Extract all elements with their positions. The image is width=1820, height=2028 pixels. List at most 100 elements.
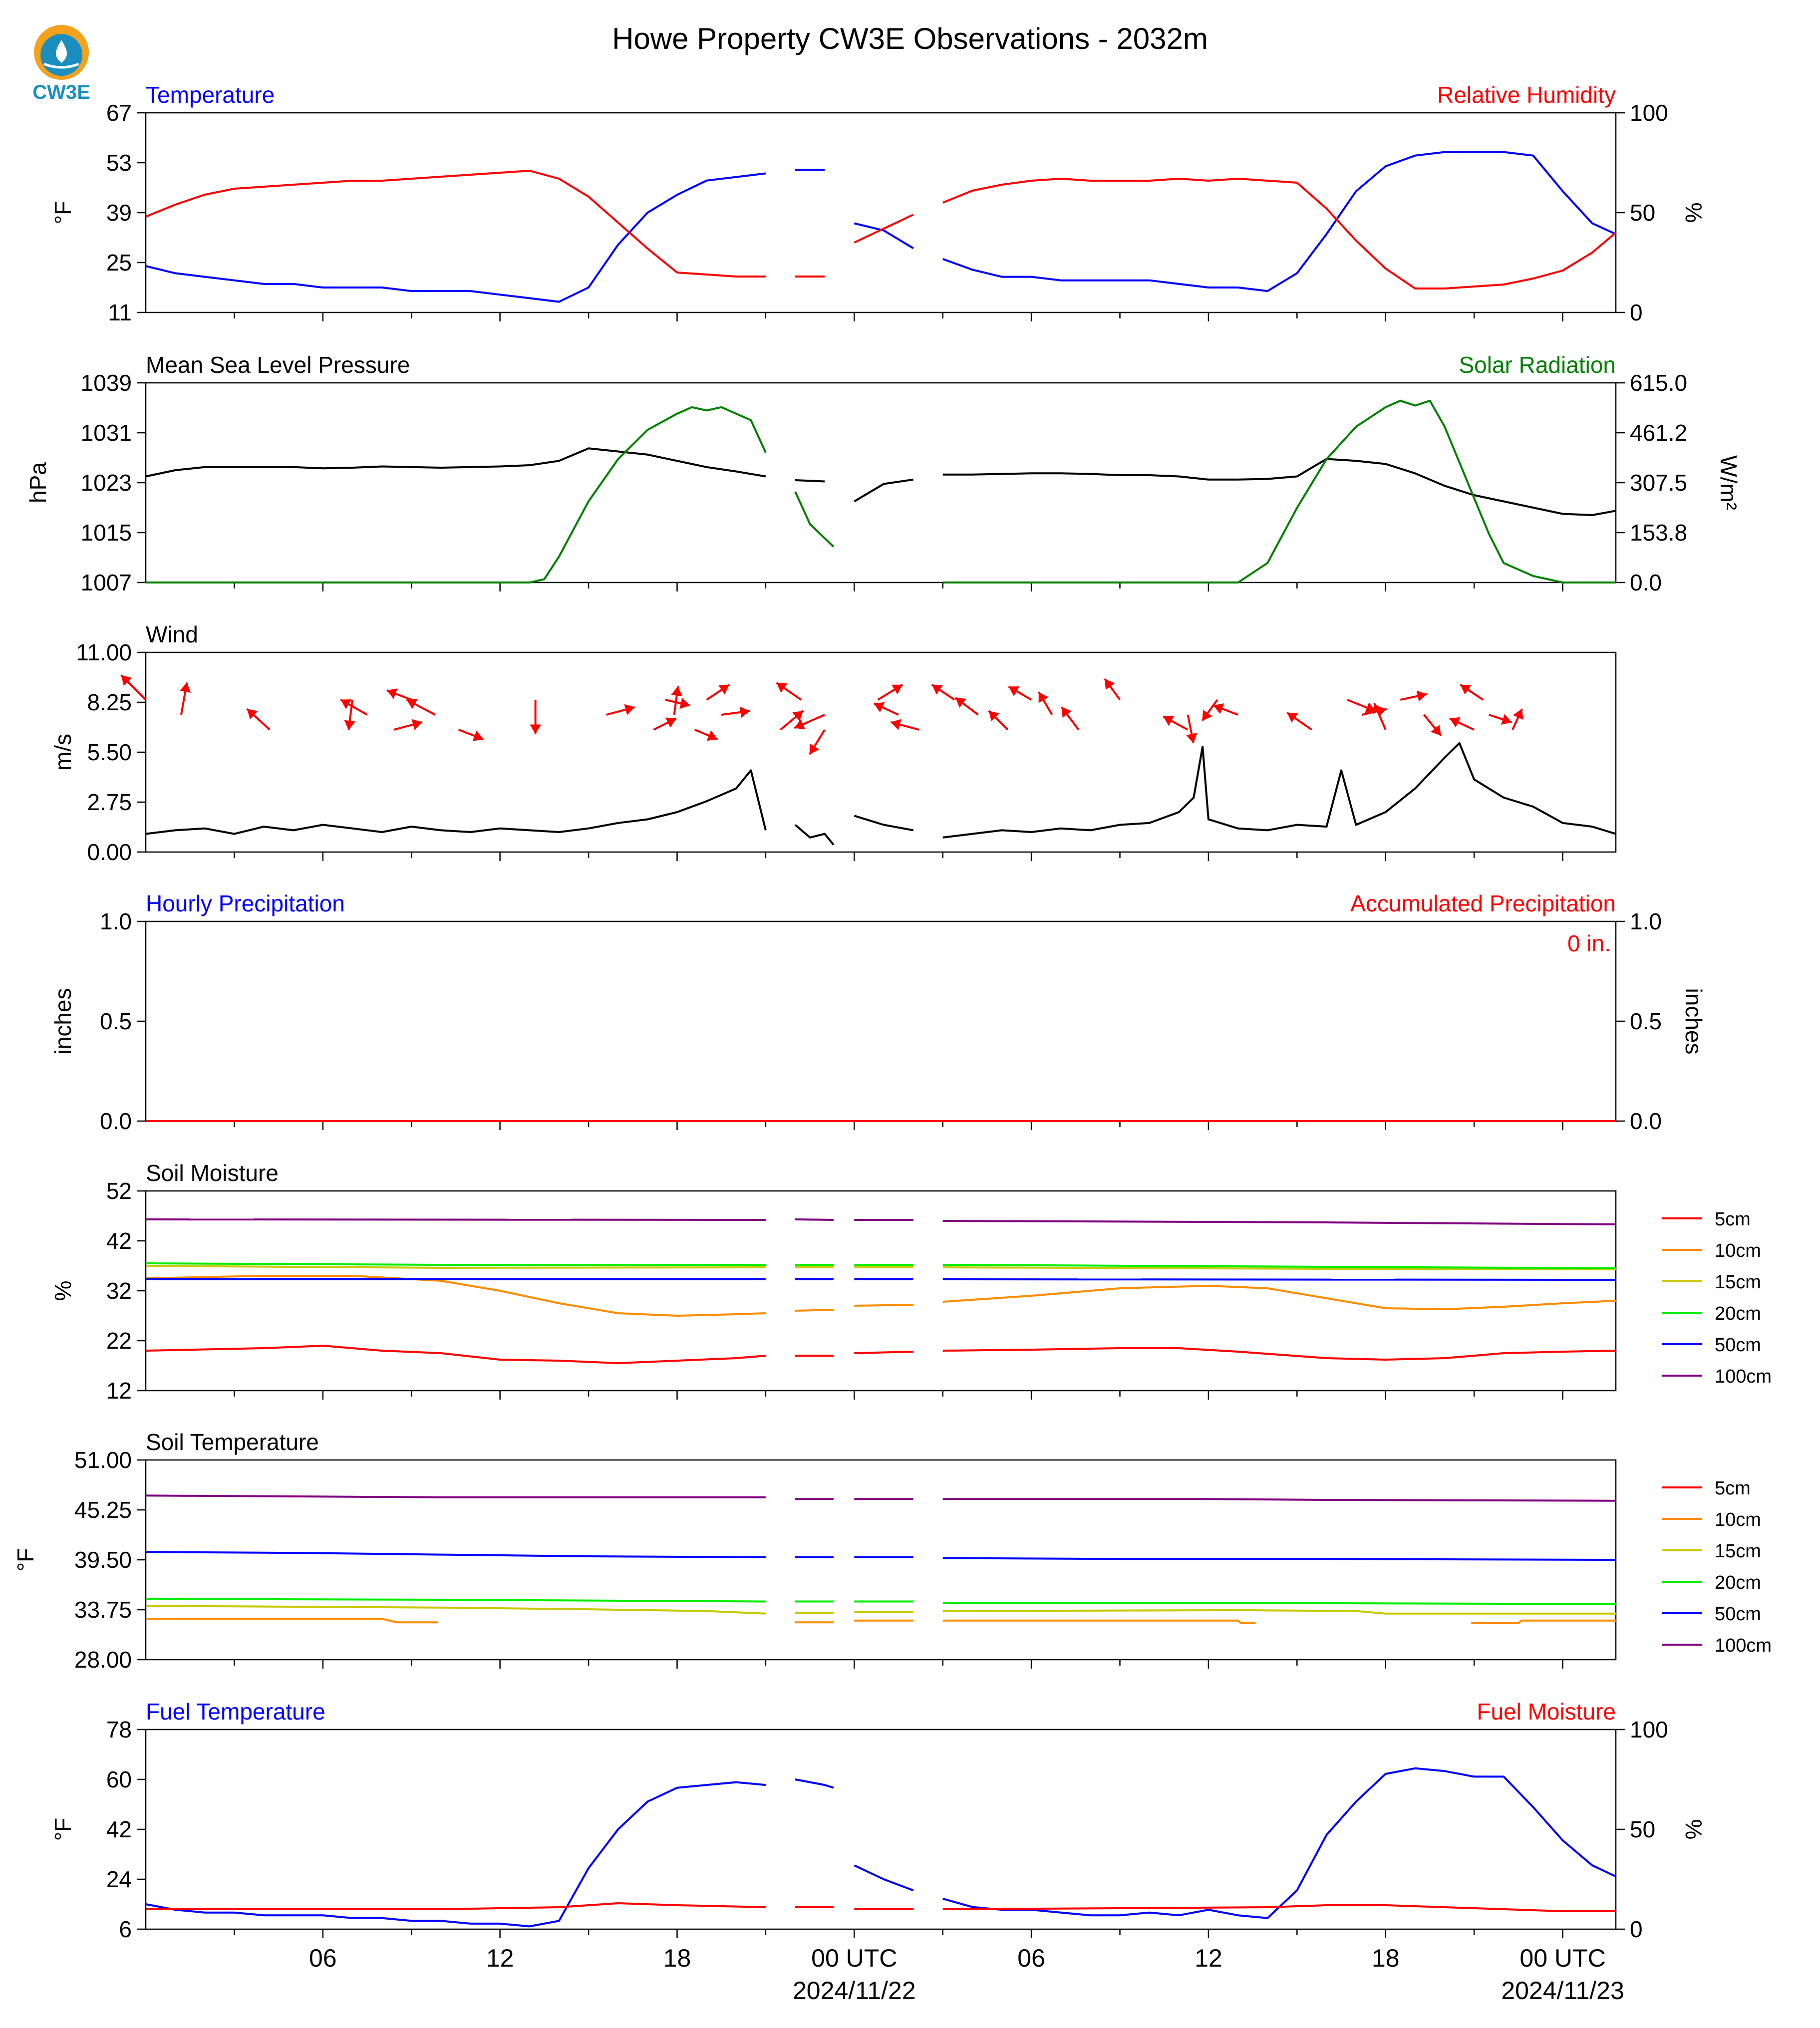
legend-label: 15cm xyxy=(1715,1272,1761,1293)
wind-vector-head xyxy=(706,730,718,741)
y-tick-label-left: 2.75 xyxy=(87,789,132,815)
accumulated-annotation: 0 in. xyxy=(1567,930,1611,956)
legend-label: 50cm xyxy=(1715,1335,1761,1356)
panel-soil_temp: Soil Temperature 28.00 33.75 39.50 45.25 51.0… xyxy=(12,1429,1772,1673)
wind-vector-head xyxy=(792,711,804,721)
series-line-green xyxy=(942,399,1616,583)
series-line-black xyxy=(942,742,1616,839)
plot-frame xyxy=(145,1729,1617,1930)
wind-vector-head xyxy=(718,684,730,695)
series-line-red xyxy=(942,178,1617,290)
y-axis-label-right: W/m² xyxy=(1716,455,1742,510)
x-date-label: 2024/11/23 xyxy=(1501,1977,1624,2005)
y-tick-label-right: 0.0 xyxy=(1630,570,1662,595)
series-line-20cm xyxy=(145,1262,766,1266)
series-line-black xyxy=(145,769,767,835)
y-tick-label-left: 45.25 xyxy=(74,1497,132,1523)
series-line-10cm xyxy=(942,1619,1256,1624)
x-date-label: 2024/11/22 xyxy=(793,1977,916,2005)
series-line-20cm xyxy=(942,1264,1616,1269)
wind-vector-head xyxy=(247,709,258,720)
series-line-black xyxy=(795,479,825,483)
y-tick-label-left: 24 xyxy=(106,1866,132,1892)
x-tick-label: 18 xyxy=(663,1944,691,1972)
series-line-black xyxy=(854,478,913,503)
y-tick-label-left: 6 xyxy=(119,1916,132,1942)
series-line-100cm xyxy=(145,1494,766,1498)
wind-vector-head xyxy=(891,684,903,695)
y-tick-label-right: 0 xyxy=(1630,299,1643,325)
legend-label: 20cm xyxy=(1715,1303,1761,1324)
x-tick-label: 18 xyxy=(1372,1944,1400,1972)
legend-label: 10cm xyxy=(1715,1509,1761,1530)
series-line-10cm xyxy=(854,1304,913,1307)
series-line-15cm xyxy=(145,1265,766,1269)
y-tick-label-left: 60 xyxy=(106,1766,132,1792)
wind-vector-head xyxy=(1061,707,1072,718)
x-tick-label: 06 xyxy=(309,1944,337,1972)
y-tick-label-left: 51.00 xyxy=(74,1447,132,1473)
wind-vector-head xyxy=(530,724,541,734)
panel-title-right: Accumulated Precipitation xyxy=(1350,890,1616,916)
wind-vector-head xyxy=(1460,684,1472,695)
wind-vector-head xyxy=(1105,679,1115,690)
legend-label: 100cm xyxy=(1715,1366,1772,1387)
series-line-100cm xyxy=(942,1220,1616,1225)
y-tick-label-left: 11 xyxy=(108,299,132,325)
y-tick-label-left: 53 xyxy=(106,150,132,176)
wind-vector-head xyxy=(411,719,422,730)
y-tick-label-right: 50 xyxy=(1630,1816,1655,1842)
y-tick-label-right: 50 xyxy=(1630,200,1655,226)
y-tick-label-left: 42 xyxy=(106,1228,132,1254)
y-tick-label-left: 1023 xyxy=(81,470,132,496)
wind-vector-head xyxy=(1416,690,1427,702)
series-line-50cm xyxy=(145,1551,766,1558)
y-axis-label-right: % xyxy=(1681,203,1707,223)
series-line-red xyxy=(145,170,766,278)
wind-vector-head xyxy=(624,704,635,715)
y-tick-label-left: 1031 xyxy=(81,420,132,446)
wind-vector-head xyxy=(809,743,820,755)
legend-label: 10cm xyxy=(1715,1240,1761,1261)
y-tick-label-left: 32 xyxy=(106,1278,132,1304)
legend-label: 100cm xyxy=(1715,1635,1772,1656)
series-line-green xyxy=(146,406,767,583)
wind-vector-head xyxy=(665,717,676,728)
wind-vector-head xyxy=(340,699,352,709)
plot-frame xyxy=(145,651,1617,853)
series-line-blue xyxy=(145,172,766,303)
series-line-50cm xyxy=(942,1278,1616,1281)
wind-vector-head xyxy=(1163,716,1175,726)
series-line-5cm xyxy=(942,1347,1616,1361)
y-tick-label-left: 52 xyxy=(106,1178,132,1204)
cw3e-logo: CW3E xyxy=(24,15,99,105)
logo-drop-icon xyxy=(56,40,67,63)
logo-wave xyxy=(43,62,79,69)
series-line-100cm xyxy=(942,1498,1616,1502)
y-axis-label-left: °F xyxy=(50,1818,76,1841)
x-tick-label: 12 xyxy=(486,1944,514,1972)
panel-pressure_solar: Mean Sea Level Pressure Solar Radiation 10… xyxy=(25,352,1742,595)
series-line-10cm xyxy=(795,1309,834,1312)
y-tick-label-left: 1015 xyxy=(81,520,132,546)
wind-vector-head xyxy=(739,706,750,718)
y-axis-label-right: % xyxy=(1681,1819,1707,1840)
y-tick-label-left: 11.00 xyxy=(76,639,132,665)
series-line-red xyxy=(146,1902,766,1910)
wind-vector-head xyxy=(386,688,398,699)
wind-vector-head xyxy=(891,719,902,730)
panel-fuel: Fuel Temperature Fuel Moisture 6 24 42 60 78 0 5… xyxy=(50,1699,1707,1942)
wind-vector-head xyxy=(1365,702,1376,713)
legend-label: 20cm xyxy=(1715,1572,1761,1593)
series-line-10cm xyxy=(145,1275,766,1317)
wind-vector-head xyxy=(931,684,943,695)
series-line-blue xyxy=(942,151,1616,292)
series-line-15cm xyxy=(942,1266,1616,1270)
wind-vector-head xyxy=(1501,714,1512,725)
wind-vector-head xyxy=(679,698,690,709)
y-tick-label-left: 1007 xyxy=(81,570,132,595)
y-tick-label-right: 100 xyxy=(1630,100,1668,126)
wind-vector-head xyxy=(1186,733,1198,743)
panel-title-left: Fuel Temperature xyxy=(146,1699,325,1725)
